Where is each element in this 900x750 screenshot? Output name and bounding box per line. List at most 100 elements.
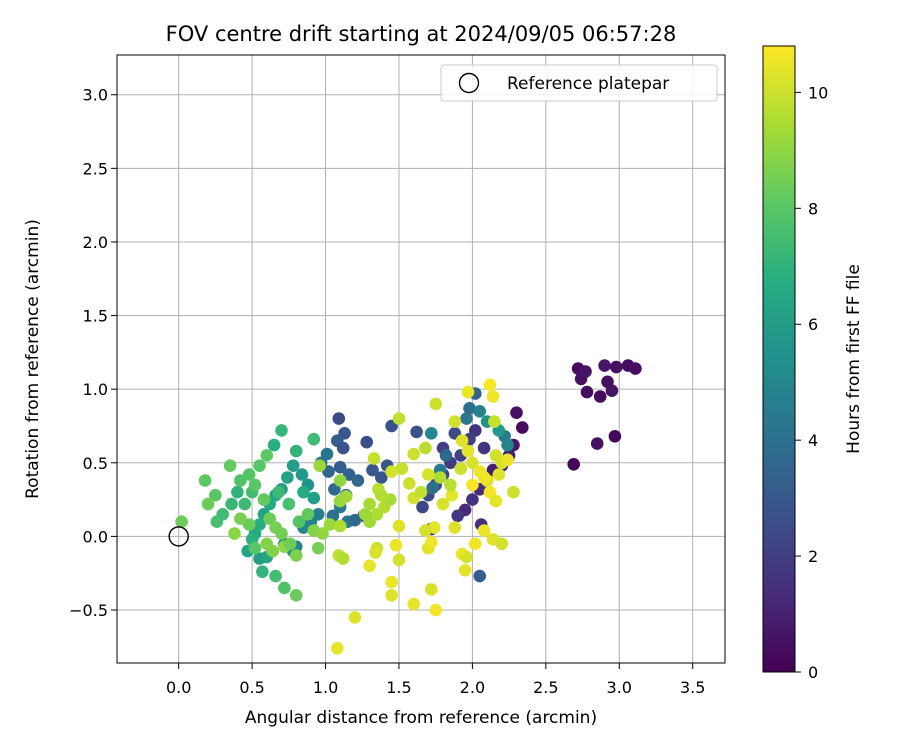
data-point [608,430,622,443]
data-point [486,390,500,403]
data-point [281,471,294,484]
data-point [367,452,381,465]
data-point [339,490,353,503]
data-point [360,435,374,449]
data-point [579,365,592,378]
data-point [477,441,491,455]
x-tick-label: 1.5 [386,678,411,697]
data-point [333,460,347,474]
data-point [363,497,376,511]
data-point [567,458,580,471]
data-point [416,500,429,514]
data-point [422,468,435,481]
colorbar-tick-label: 4 [808,431,818,450]
data-point [507,485,520,499]
data-point [458,564,472,577]
colorbar-tick-label: 0 [808,663,818,682]
data-point [332,412,346,425]
data-point [461,444,475,458]
data-point [275,424,288,437]
data-point [297,485,310,499]
data-point [295,468,309,481]
data-point [419,524,432,537]
x-tick-label: 3.5 [680,678,705,697]
data-point [260,537,274,551]
data-point [454,462,468,476]
grid-lines [117,55,725,663]
legend-reference-marker [458,72,480,94]
data-point [286,459,300,473]
y-tick-label: 2.0 [83,233,108,252]
data-point [444,478,457,492]
data-point [385,589,398,602]
data-point [263,512,277,525]
colorbar-tick-label: 6 [808,315,818,334]
data-point [461,385,475,399]
data-point [407,597,421,611]
colorbar-ticks: 0 2 4 6 8 10 [795,83,828,682]
data-point [366,463,379,477]
x-tick-label: 0.0 [166,678,191,697]
data-point [466,493,479,506]
data-point [289,444,303,458]
y-tick-label: 0.0 [83,527,108,546]
data-point [593,390,607,403]
colorbar-label: Hours from first FF file [844,264,864,454]
data-point [489,449,503,462]
data-point [466,478,479,492]
data-point [311,541,325,555]
colorbar-tick-label: 2 [808,547,818,566]
data-point [429,397,443,411]
data-point [477,471,491,484]
data-point [282,497,296,511]
data-point [228,527,241,540]
data-point [501,453,514,467]
data-point [460,412,473,425]
data-point [223,459,237,473]
reference-platepar-marker [168,526,189,547]
data-point [284,537,297,551]
data-point [256,565,269,578]
data-point [610,360,623,374]
legend-reference-label: Reference platepar [507,74,669,94]
data-point [477,524,491,537]
y-tick-label: 1.0 [83,380,108,399]
data-point [392,553,406,567]
data-point [395,462,409,476]
legend: Reference platepar [440,64,718,102]
data-point [473,569,487,583]
data-point [358,508,372,521]
data-point [375,471,388,484]
x-axis-label: Angular distance from reference (arcmin) [245,708,597,728]
data-point [275,527,288,540]
data-point [473,405,487,418]
data-point [451,509,465,523]
data-point [336,441,350,455]
data-point [419,441,432,455]
data-point [323,518,337,531]
data-point [333,474,347,487]
data-point [257,493,271,506]
data-point [260,449,274,462]
data-point [292,515,306,528]
x-axis-ticks: 0.0 0.5 1.0 1.5 2.0 2.5 3.0 3.5 [166,663,705,697]
data-point [289,589,303,602]
data-point [248,541,262,555]
data-point [429,603,443,617]
data-point [253,459,266,473]
x-tick-label: 0.5 [239,678,264,697]
colorbar-tick-label: 10 [808,83,828,102]
data-point [403,477,416,490]
data-point [426,481,440,495]
plot-frame [116,54,726,664]
data-point [392,412,406,425]
data-point [316,527,329,540]
x-tick-label: 2.0 [460,678,485,697]
data-point [267,438,281,452]
data-point [598,359,611,372]
data-point [460,550,473,564]
data-point [392,519,406,533]
colorbar-gradient [762,45,796,673]
y-axis-label: Rotation from reference (arcmin) [23,219,43,499]
